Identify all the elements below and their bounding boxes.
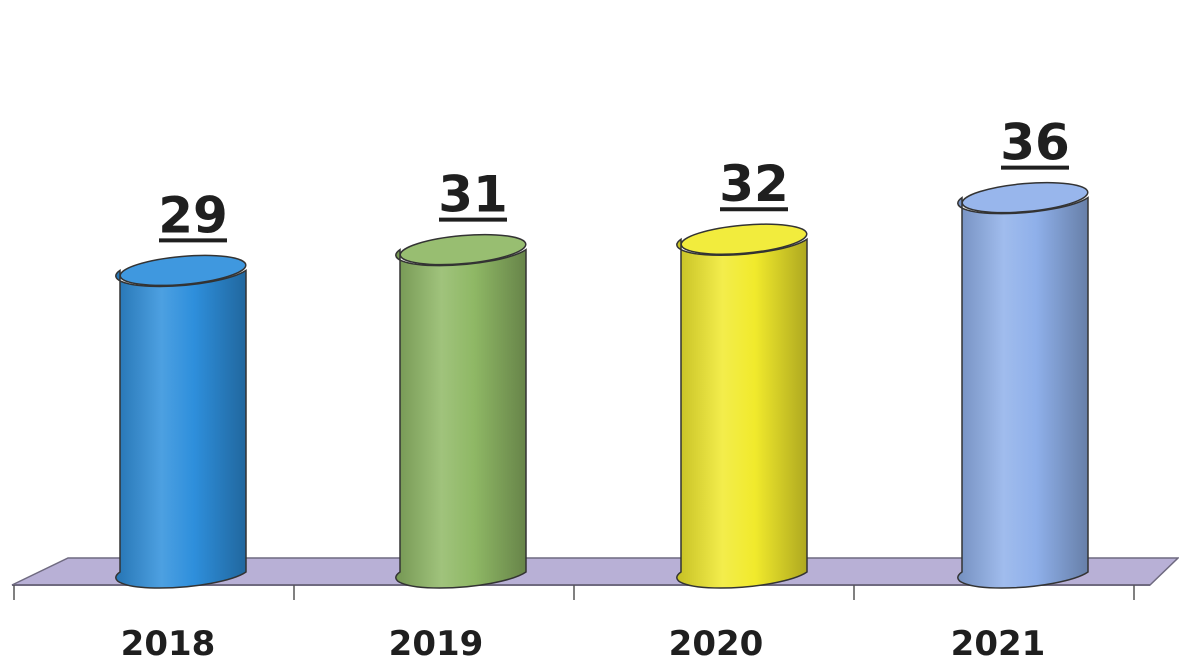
chart-labels: 29 2018 31 2019 32 2020 36 2021 [121,114,1070,664]
bar-top [399,233,527,266]
x-axis-tick-label: 2018 [121,624,216,664]
bar-2019 [395,233,527,589]
bar-2018 [115,254,247,589]
bar-value-label: 31 [438,166,508,224]
bar-top [961,181,1089,214]
x-axis-tick-label: 2020 [669,624,764,664]
bar-body [115,268,247,589]
bar-top [119,254,247,287]
bar-2021 [957,181,1089,589]
x-axis-tick-label: 2019 [389,624,484,664]
bar-top [680,223,808,255]
bar-body [676,237,808,589]
chart-bars [115,181,1089,589]
bar-2020 [676,223,808,589]
x-axis-tick-label: 2021 [951,624,1046,664]
bar-body [957,196,1089,589]
bar-body [395,248,527,589]
bar-value-label: 36 [1000,114,1070,172]
x-axis-ticks [13,585,1135,600]
bar-value-label: 29 [158,186,228,244]
bar-value-label: 32 [719,155,789,213]
